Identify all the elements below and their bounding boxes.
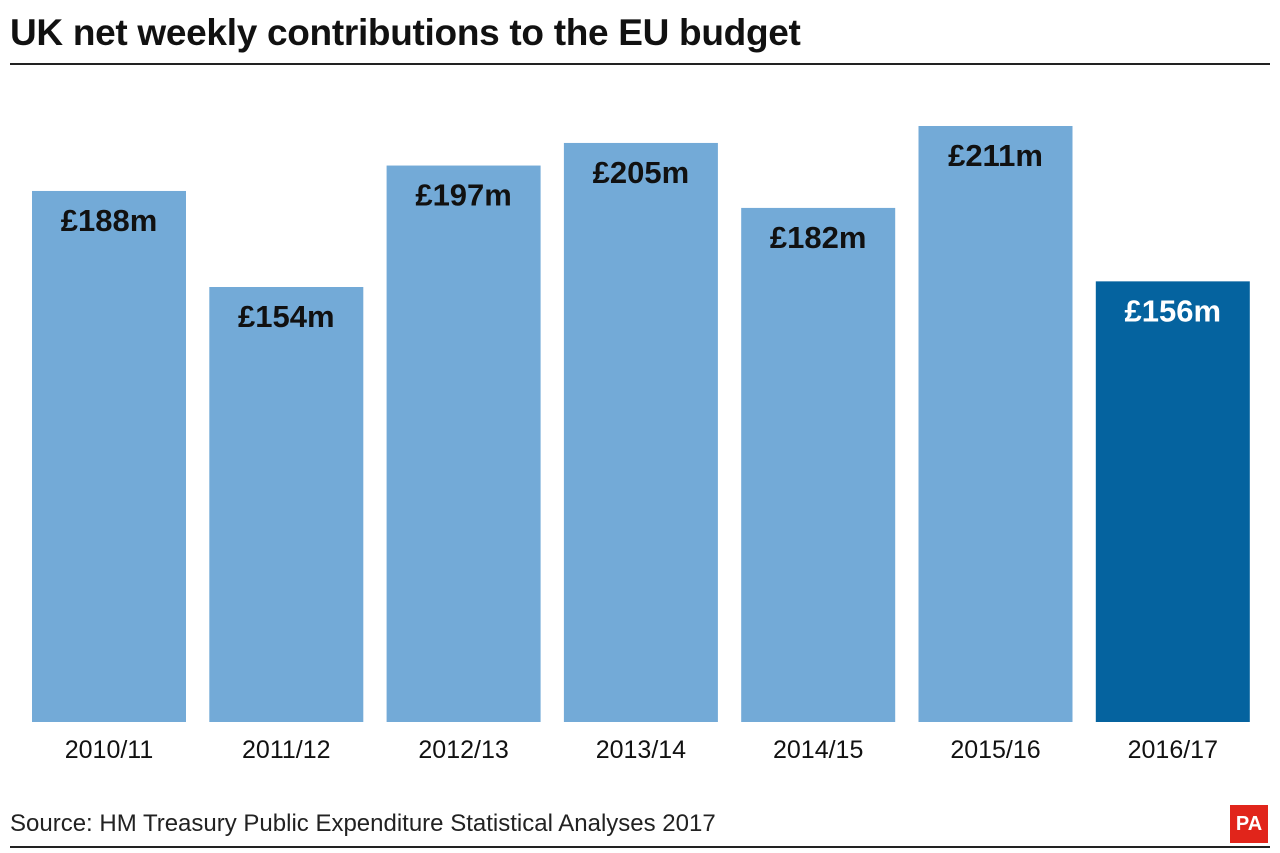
x-tick-label: 2013/14	[596, 736, 686, 764]
x-tick-label: 2015/16	[950, 736, 1040, 764]
x-tick-label: 2010/11	[65, 736, 154, 764]
data-label: £154m	[238, 299, 335, 334]
data-label: £211m	[948, 138, 1043, 173]
data-label: £188m	[61, 203, 158, 238]
bar-2013-14	[563, 142, 718, 722]
title-divider	[10, 63, 1270, 65]
bar-2010-11	[32, 190, 186, 723]
data-label: £197m	[415, 178, 512, 213]
bar-2016-17	[1095, 281, 1250, 722]
bar-2014-15	[741, 207, 896, 723]
data-label: £182m	[770, 220, 867, 255]
x-tick-label: 2012/13	[418, 736, 508, 764]
source-note: Source: HM Treasury Public Expenditure S…	[10, 810, 716, 837]
bar-2011-12	[209, 287, 364, 722]
bottom-divider	[10, 846, 1270, 848]
x-tick-label: 2011/12	[242, 736, 331, 764]
bar-2015-16	[918, 126, 1073, 722]
x-tick-label: 2016/17	[1128, 736, 1218, 764]
data-label: £205m	[593, 155, 690, 190]
chart-title: UK net weekly contributions to the EU bu…	[10, 12, 801, 53]
data-label: £156m	[1125, 293, 1222, 328]
x-tick-label: 2014/15	[773, 736, 863, 764]
pa-logo: PA	[1230, 805, 1268, 843]
bar-2012-13	[386, 165, 541, 722]
bar-chart: £188m 2010/11 £154m 2011/12 £197m 2012/13 £205…	[32, 126, 1250, 764]
